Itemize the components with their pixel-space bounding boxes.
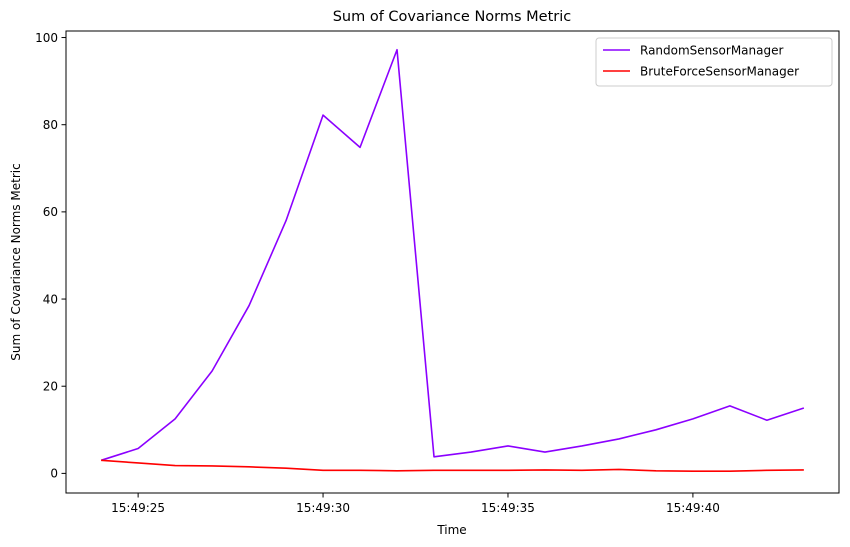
y-tick-label: 80 (43, 118, 58, 132)
y-tick-label: 40 (43, 292, 58, 306)
plot-frame (65, 30, 840, 494)
x-tick-label: 15:49:35 (481, 501, 535, 515)
legend: RandomSensorManager BruteForceSensorManag… (595, 37, 833, 87)
x-tick-label: 15:49:40 (666, 501, 720, 515)
legend-label-1: BruteForceSensorManager (640, 64, 799, 78)
y-axis-label: Sum of Covariance Norms Metric (9, 163, 23, 360)
plot-area (66, 31, 839, 493)
series-line-1 (101, 459, 804, 473)
x-axis-label: Time (436, 523, 466, 537)
plot-background (66, 31, 839, 493)
y-tick-label: 100 (35, 31, 58, 45)
x-tick-label: 15:49:25 (111, 501, 165, 515)
legend-label-0: RandomSensorManager (640, 43, 783, 57)
x-axis: 15:49:25 15:49:30 15:49:35 15:49:40 (111, 493, 720, 515)
series-line-0 (100, 48, 805, 462)
y-tick-label: 60 (43, 205, 58, 219)
x-tick-label: 15:49:30 (296, 501, 350, 515)
chart-title: Sum of Covariance Norms Metric (333, 9, 572, 25)
legend-frame (595, 37, 833, 87)
y-axis: 0 20 40 60 80 100 (35, 31, 66, 481)
series-layer (100, 48, 805, 473)
y-tick-label: 20 (43, 380, 58, 394)
y-tick-label: 0 (50, 467, 58, 481)
